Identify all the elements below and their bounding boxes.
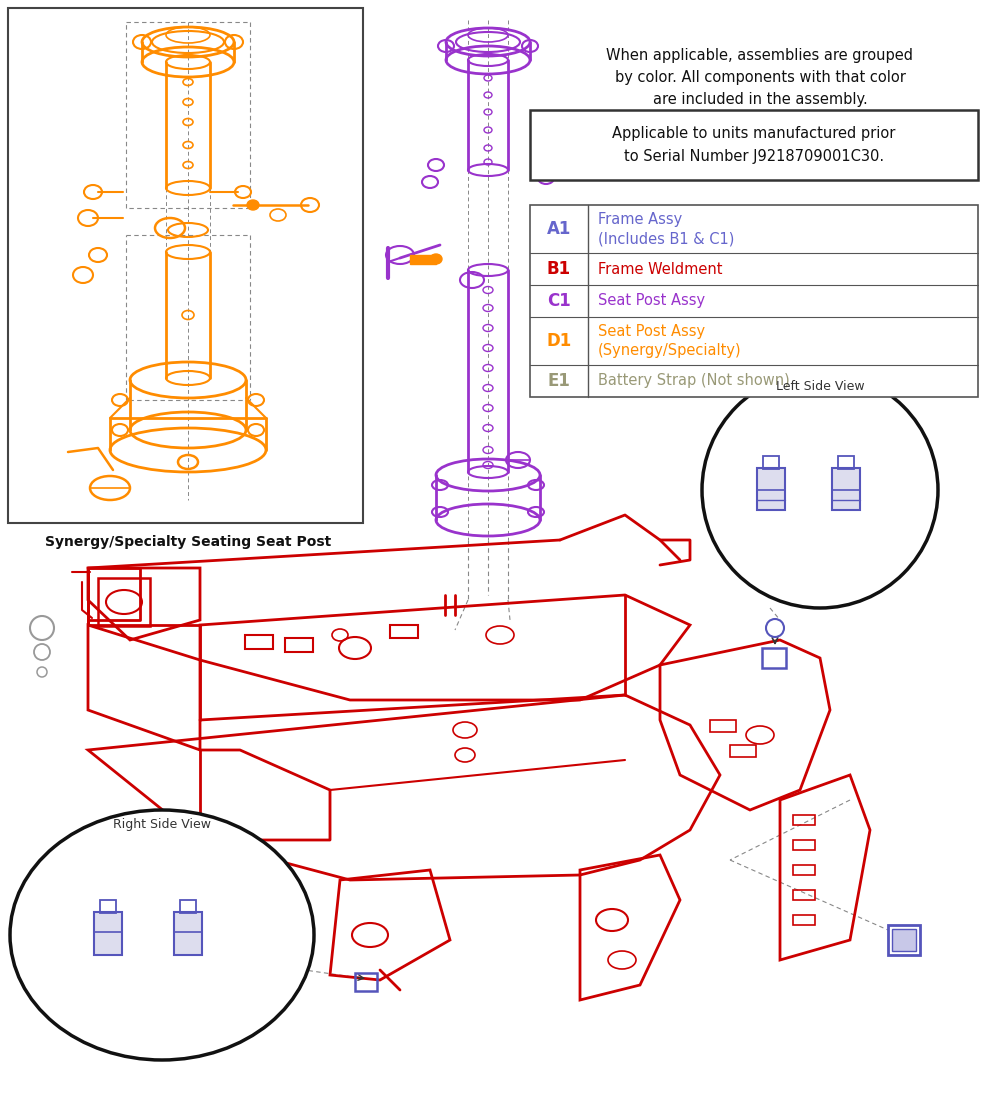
Ellipse shape bbox=[430, 254, 442, 264]
Text: When applicable, assemblies are grouped
by color. All components with that color: When applicable, assemblies are grouped … bbox=[606, 48, 914, 108]
Bar bbox=[100, 900, 116, 913]
Bar bbox=[530, 110, 978, 179]
Bar bbox=[710, 720, 736, 732]
Bar bbox=[8, 8, 363, 523]
Bar bbox=[793, 890, 815, 900]
Text: Synergy/Specialty Seating Seat Post: Synergy/Specialty Seating Seat Post bbox=[45, 535, 331, 549]
Bar bbox=[245, 635, 273, 648]
Bar bbox=[285, 637, 313, 652]
Polygon shape bbox=[174, 912, 202, 955]
Text: Left Side View: Left Side View bbox=[776, 380, 864, 393]
Bar bbox=[793, 815, 815, 825]
Text: Seat Post Assy
(Synergy/Specialty): Seat Post Assy (Synergy/Specialty) bbox=[598, 324, 742, 359]
Text: Battery Strap (Not shown): Battery Strap (Not shown) bbox=[598, 373, 790, 389]
Bar bbox=[355, 973, 377, 991]
Polygon shape bbox=[832, 468, 860, 510]
Bar bbox=[793, 840, 815, 850]
Polygon shape bbox=[94, 912, 122, 955]
Bar bbox=[762, 648, 786, 668]
Bar bbox=[180, 900, 196, 913]
Bar bbox=[390, 625, 418, 637]
Text: Seat Post Assy: Seat Post Assy bbox=[598, 294, 705, 308]
Bar bbox=[530, 205, 978, 397]
Bar bbox=[410, 255, 436, 264]
Bar bbox=[838, 456, 854, 469]
Text: Right Side View: Right Side View bbox=[113, 818, 211, 831]
Text: Applicable to units manufactured prior
to Serial Number J9218709001C30.: Applicable to units manufactured prior t… bbox=[612, 126, 896, 164]
Text: E1: E1 bbox=[548, 372, 570, 390]
Bar bbox=[793, 865, 815, 875]
Text: C1: C1 bbox=[547, 292, 571, 310]
Circle shape bbox=[702, 372, 938, 608]
Text: A1: A1 bbox=[547, 220, 571, 238]
Text: Frame Assy
(Includes B1 & C1): Frame Assy (Includes B1 & C1) bbox=[598, 211, 734, 247]
Text: D1: D1 bbox=[546, 333, 572, 350]
Bar bbox=[98, 578, 150, 626]
Ellipse shape bbox=[247, 200, 259, 210]
Bar bbox=[892, 929, 916, 951]
Bar bbox=[888, 925, 920, 955]
Text: Frame Weldment: Frame Weldment bbox=[598, 262, 722, 276]
Bar bbox=[730, 745, 756, 757]
Ellipse shape bbox=[10, 810, 314, 1060]
Polygon shape bbox=[757, 468, 785, 510]
Bar bbox=[763, 456, 779, 469]
Text: B1: B1 bbox=[547, 260, 571, 277]
Bar bbox=[793, 915, 815, 925]
